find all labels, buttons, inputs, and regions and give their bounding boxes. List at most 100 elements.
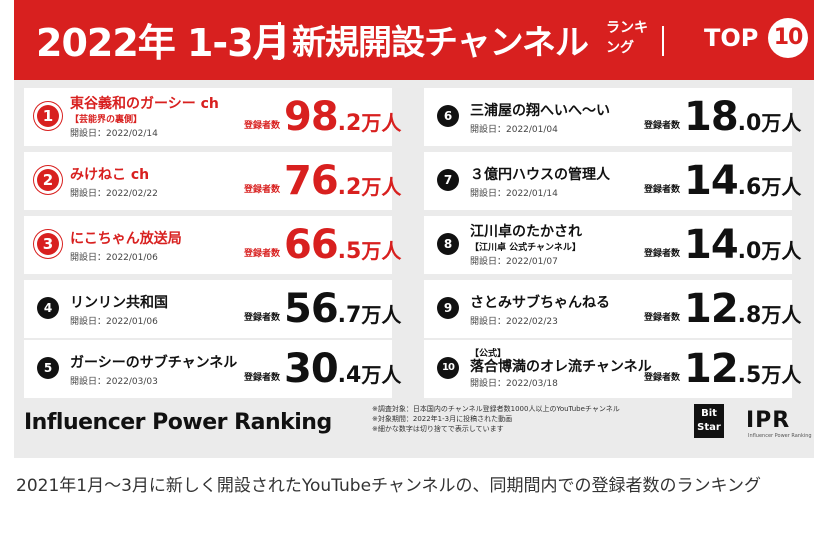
subscriber-label: 登録者数: [244, 121, 281, 131]
channel-name: 東谷義和のガーシー ch: [70, 96, 219, 112]
bitstar-logo: Bit Star: [694, 404, 724, 438]
subscriber-count: 56.7万人: [284, 286, 401, 332]
header-banner: 2022年 1-3月 新規開設チャンネル ランキング TOP 10: [14, 0, 814, 80]
subscriber-count-big: 18: [684, 94, 739, 140]
rank-badge: 9: [437, 297, 459, 319]
channel-subtitle: 【芸能界の裏側】: [70, 115, 143, 125]
subscriber-count-dec: .5: [737, 363, 762, 388]
rank-badge: 1: [34, 102, 62, 130]
subscriber-count: 12.5万人: [684, 346, 801, 392]
subscriber-count: 14.0万人: [684, 222, 801, 268]
footer-note: ※細かな数字は切り捨てで表示しています: [372, 425, 504, 433]
channel-subtitle: 【江川卓 公式チャンネル】: [470, 243, 581, 253]
subscriber-count-unit: 万人: [361, 239, 402, 263]
channel-opened-date: 開設日：2022/01/06: [70, 253, 158, 263]
subscriber-count-unit: 万人: [361, 111, 402, 135]
ranking-card: 1 東谷義和のガーシー ch 【芸能界の裏側】開設日：2022/02/14 登録者数 9…: [24, 88, 401, 146]
subscriber-count: 76.2万人: [284, 158, 401, 204]
ranking-card: 6 三浦屋の翔へいへ～い開設日：2022/01/04 登録者数 18.0万人: [424, 88, 801, 146]
subscriber-count-unit: 万人: [361, 363, 402, 387]
header-divider-2: [662, 26, 664, 56]
channel-name: リンリン共和国: [70, 295, 168, 311]
subscriber-label: 登録者数: [644, 185, 681, 195]
subscriber-count-big: 12: [684, 286, 739, 332]
rank-badge: 2: [34, 166, 62, 194]
ranking-card: 2 みけねこ ch 開設日：2022/02/22 登録者数 76.2万人: [24, 152, 401, 210]
header-title: 2022年 1-3月: [36, 21, 291, 65]
subscriber-label: 登録者数: [244, 185, 281, 195]
header-divider: [278, 22, 281, 60]
header-top-label: TOP: [704, 24, 759, 52]
subscriber-count-big: 14: [684, 158, 739, 204]
subscriber-label: 登録者数: [244, 249, 281, 259]
channel-subtitle: 【公式】: [470, 349, 507, 359]
ranking-infographic: 2022年 1-3月 新規開設チャンネル ランキング TOP 10 1 東谷義和の…: [14, 0, 814, 458]
ipr-logo-subtitle: Influencer Power Ranking: [748, 433, 812, 439]
rank-badge: 5: [37, 357, 59, 379]
header-ranking-label: ランキング: [606, 20, 648, 56]
header-subtitle: 新規開設チャンネル: [292, 23, 589, 63]
rank-badge: 6: [437, 105, 459, 127]
ranking-card: 10 【公式】 落合博満のオレ流チャンネル 開設日：2022/03/18 登録者数 12.…: [424, 340, 801, 398]
subscriber-count: 98.2万人: [284, 94, 401, 140]
subscriber-count-unit: 万人: [361, 303, 402, 327]
subscriber-count: 14.6万人: [684, 158, 801, 204]
subscriber-count-dec: .5: [337, 239, 362, 264]
channel-name: さとみサブちゃんねる: [470, 295, 610, 311]
subscriber-count-unit: 万人: [761, 303, 802, 327]
subscriber-count: 18.0万人: [684, 94, 801, 140]
subscriber-count-unit: 万人: [761, 111, 802, 135]
subscriber-count-big: 98: [284, 94, 339, 140]
subscriber-label: 登録者数: [644, 313, 681, 323]
rank-badge: 4: [37, 297, 59, 319]
channel-opened-date: 開設日：2022/02/14: [70, 129, 158, 139]
channel-name: 落合博満のオレ流チャンネル: [470, 359, 652, 375]
channel-name: みけねこ ch: [70, 167, 150, 183]
subscriber-count-dec: .6: [737, 175, 762, 200]
subscriber-count-unit: 万人: [361, 175, 402, 199]
subscriber-label: 登録者数: [244, 373, 281, 383]
ranking-card: 9 さとみサブちゃんねる開設日：2022/02/23 登録者数 12.8万人: [424, 280, 801, 338]
channel-opened-date: 開設日：2022/01/04: [470, 125, 558, 135]
ranking-card: 5 ガーシーのサブチャンネル 開設日：2022/03/03 登録者数 30.4万人: [24, 340, 401, 398]
channel-name: 江川卓のたかされ: [470, 224, 582, 240]
rank-badge: 8: [437, 233, 459, 255]
subscriber-count-dec: .8: [737, 303, 762, 328]
rank-badge: 3: [34, 230, 62, 258]
rank-badge: 7: [437, 169, 459, 191]
subscriber-count: 12.8万人: [684, 286, 801, 332]
channel-opened-date: 開設日：2022/01/14: [470, 189, 558, 199]
channel-name: ３億円ハウスの管理人: [470, 167, 610, 183]
channel-name: 三浦屋の翔へいへ～い: [470, 103, 610, 119]
subscriber-count-unit: 万人: [761, 239, 802, 263]
subscriber-label: 登録者数: [244, 313, 281, 323]
footer-notes: ※調査対象：日本国内のチャンネル登録者数1000人以上のYouTubeチャンネル…: [372, 404, 672, 434]
subscriber-count-big: 30: [284, 346, 339, 392]
ranking-card: 3 にこちゃん放送局開設日：2022/01/06 登録者数 66.5万人: [24, 216, 401, 274]
subscriber-count-dec: .7: [337, 303, 362, 328]
ranking-card: 7 ３億円ハウスの管理人開設日：2022/01/14 登録者数 14.6万人: [424, 152, 801, 210]
subscriber-count-dec: .4: [337, 363, 362, 388]
ranking-card: 8 江川卓のたかされ【江川卓 公式チャンネル】 開設日：2022/01/07 登録者数…: [424, 216, 801, 274]
footer-note: ※調査対象：日本国内のチャンネル登録者数1000人以上のYouTubeチャンネル: [372, 405, 620, 413]
subscriber-count-big: 14: [684, 222, 739, 268]
channel-opened-date: 開設日：2022/02/22: [70, 189, 158, 199]
subscriber-count-dec: .0: [737, 239, 762, 264]
channel-name: ガーシーのサブチャンネル: [70, 355, 238, 371]
subscriber-count-dec: .0: [737, 111, 762, 136]
channel-opened-date: 開設日：2022/01/07: [470, 257, 558, 267]
channel-opened-date: 開設日：2022/03/18: [470, 379, 558, 389]
subscriber-count: 30.4万人: [284, 346, 401, 392]
subscriber-count-dec: .2: [337, 175, 362, 200]
subscriber-label: 登録者数: [644, 121, 681, 131]
subscriber-count-big: 66: [284, 222, 339, 268]
channel-opened-date: 開設日：2022/01/06: [70, 317, 158, 327]
subscriber-count-dec: .2: [337, 111, 362, 136]
channel-opened-date: 開設日：2022/02/23: [470, 317, 558, 327]
subscriber-label: 登録者数: [644, 249, 681, 259]
channel-name: にこちゃん放送局: [70, 231, 182, 247]
subscriber-count-big: 76: [284, 158, 339, 204]
subscriber-count-unit: 万人: [761, 363, 802, 387]
image-caption: 2021年1月～3月に新しく開設されたYouTubeチャンネルの、同期間内での登…: [16, 476, 762, 496]
subscriber-count-big: 56: [284, 286, 339, 332]
